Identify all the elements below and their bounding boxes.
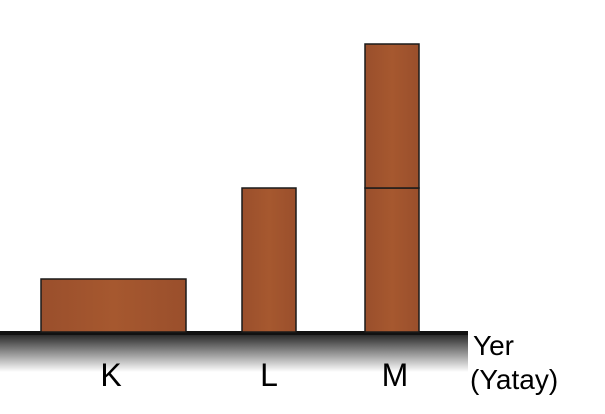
ground-surface (0, 332, 468, 372)
object-m (364, 43, 420, 333)
object-m-block-upper (364, 43, 420, 189)
object-k-label: K (100, 357, 121, 393)
object-k-block (40, 278, 187, 333)
ground-label: Yer (473, 330, 514, 361)
ground-label-sub: (Yatay) (470, 364, 558, 395)
object-l (241, 187, 297, 333)
object-l-label: L (260, 357, 278, 393)
object-m-block-lower (364, 187, 420, 333)
object-m-label: M (382, 357, 409, 393)
object-k (40, 278, 187, 333)
object-l-block (241, 187, 297, 333)
